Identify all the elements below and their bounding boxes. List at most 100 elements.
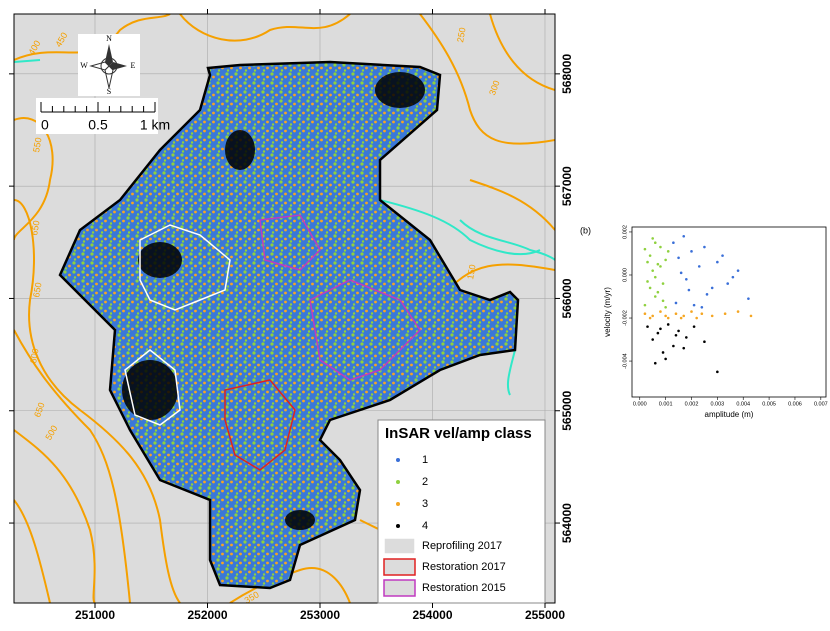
scatter-point — [685, 277, 688, 281]
scatter-point — [659, 245, 662, 249]
scatter-point — [674, 312, 678, 316]
scatter-point — [664, 357, 667, 361]
cluster — [375, 72, 425, 108]
dark-clusters — [122, 72, 425, 530]
scale-bar: 0 0.5 1 km — [36, 98, 170, 134]
scatter-point — [664, 258, 667, 262]
compass-label: N — [106, 34, 112, 43]
scatter-point — [666, 323, 670, 326]
legend-swatch — [383, 558, 416, 576]
scale-label: 0.5 — [88, 117, 108, 133]
y-tick-label: 0.000 — [622, 268, 628, 282]
x-tick-label: 0.000 — [633, 401, 647, 407]
legend-swatch — [396, 524, 400, 528]
legend-label: Reprofiling 2017 — [422, 540, 502, 552]
legend-swatch — [396, 502, 400, 506]
scatter-point — [731, 275, 735, 279]
x-tick-label: 0.003 — [710, 401, 724, 407]
scatter-point — [653, 275, 657, 279]
scatter-point — [656, 290, 660, 294]
y-tick-label: 0.002 — [622, 225, 628, 239]
legend-label: Restoration 2015 — [422, 582, 506, 594]
scatter-point — [695, 316, 698, 320]
contour-label: 650 — [29, 220, 41, 237]
scatter-point — [646, 280, 649, 283]
scatter-point — [643, 303, 647, 307]
scatter-point — [661, 299, 665, 303]
scatter-point — [682, 346, 686, 350]
x-tick-label: 0.002 — [685, 401, 699, 407]
compass-point — [109, 62, 127, 70]
scatter-point — [643, 312, 647, 316]
scatter-point — [664, 314, 667, 318]
scatter-point — [677, 256, 680, 260]
legend-label: 1 — [422, 454, 428, 466]
scatter-point — [672, 241, 675, 245]
scatter-point — [666, 316, 670, 320]
y-tick-label: -0.004 — [622, 353, 628, 369]
contour-line — [179, 14, 351, 42]
scatter-point — [703, 340, 706, 343]
compass-label: W — [80, 61, 88, 70]
y-tick-label: 564000 — [560, 503, 574, 543]
scatter-point — [646, 325, 649, 328]
scatter-point — [653, 295, 657, 298]
y-tick-label: 568000 — [560, 54, 574, 94]
scatter-point — [705, 293, 709, 296]
scatter-point — [703, 245, 706, 249]
scatter-point — [700, 305, 704, 309]
legend-label: Restoration 2017 — [422, 561, 506, 573]
contour-line — [14, 429, 96, 603]
river — [14, 59, 41, 63]
scatter-point — [682, 234, 686, 238]
cluster — [122, 360, 178, 420]
contour-line — [489, 14, 555, 91]
restoration-2015-area — [259, 214, 321, 271]
contour-line — [419, 14, 555, 145]
compass-label: E — [131, 61, 136, 70]
scatter-point — [651, 269, 654, 272]
scatter-point — [721, 254, 724, 257]
x-tick-label: 251000 — [75, 608, 115, 622]
scatter-point — [666, 250, 670, 253]
y-tick-label: 567000 — [560, 166, 574, 206]
y-axis-title: velocity (m/yr) — [603, 287, 612, 337]
scatter-point — [710, 286, 714, 290]
contour-line — [14, 329, 131, 603]
contour-label: 650 — [31, 282, 43, 299]
x-tick-label: 253000 — [300, 608, 340, 622]
scatter-point — [656, 262, 660, 266]
x-tick-label: 252000 — [187, 608, 227, 622]
scatter-panel: (b) amplitude (m) velocity (m/yr) 0.000 0.00… — [580, 225, 828, 419]
contour-label: 550 — [31, 137, 43, 154]
contour-line — [229, 567, 351, 603]
scatter-point — [749, 314, 753, 318]
river — [506, 349, 516, 396]
scatter-point — [726, 282, 730, 285]
scatter-point — [648, 254, 652, 257]
legend-swatch — [396, 458, 400, 462]
scatter-point — [697, 265, 701, 268]
scatter-point — [682, 314, 686, 318]
scatter-point — [700, 312, 704, 316]
reprofiling-area — [124, 349, 181, 426]
legend-swatch — [383, 537, 416, 555]
legend-swatch — [383, 579, 416, 597]
contour-line — [14, 117, 54, 241]
scatter-point — [692, 303, 696, 307]
compass-label: S — [107, 87, 111, 96]
x-axis-title: amplitude (m) — [705, 410, 754, 419]
scale-box — [36, 98, 158, 134]
x-tick-label: 0.007 — [814, 401, 828, 407]
legend-swatch — [396, 480, 400, 484]
river — [379, 199, 541, 256]
contour-line — [14, 199, 181, 603]
contour-line — [14, 499, 51, 603]
scatter-point — [716, 370, 719, 374]
y-tick-label: -0.002 — [622, 310, 628, 326]
scatter-point — [648, 316, 652, 320]
y-tick-label: 565000 — [560, 390, 574, 430]
scale-label: 1 km — [140, 117, 170, 133]
legend-label: 2 — [422, 476, 428, 488]
